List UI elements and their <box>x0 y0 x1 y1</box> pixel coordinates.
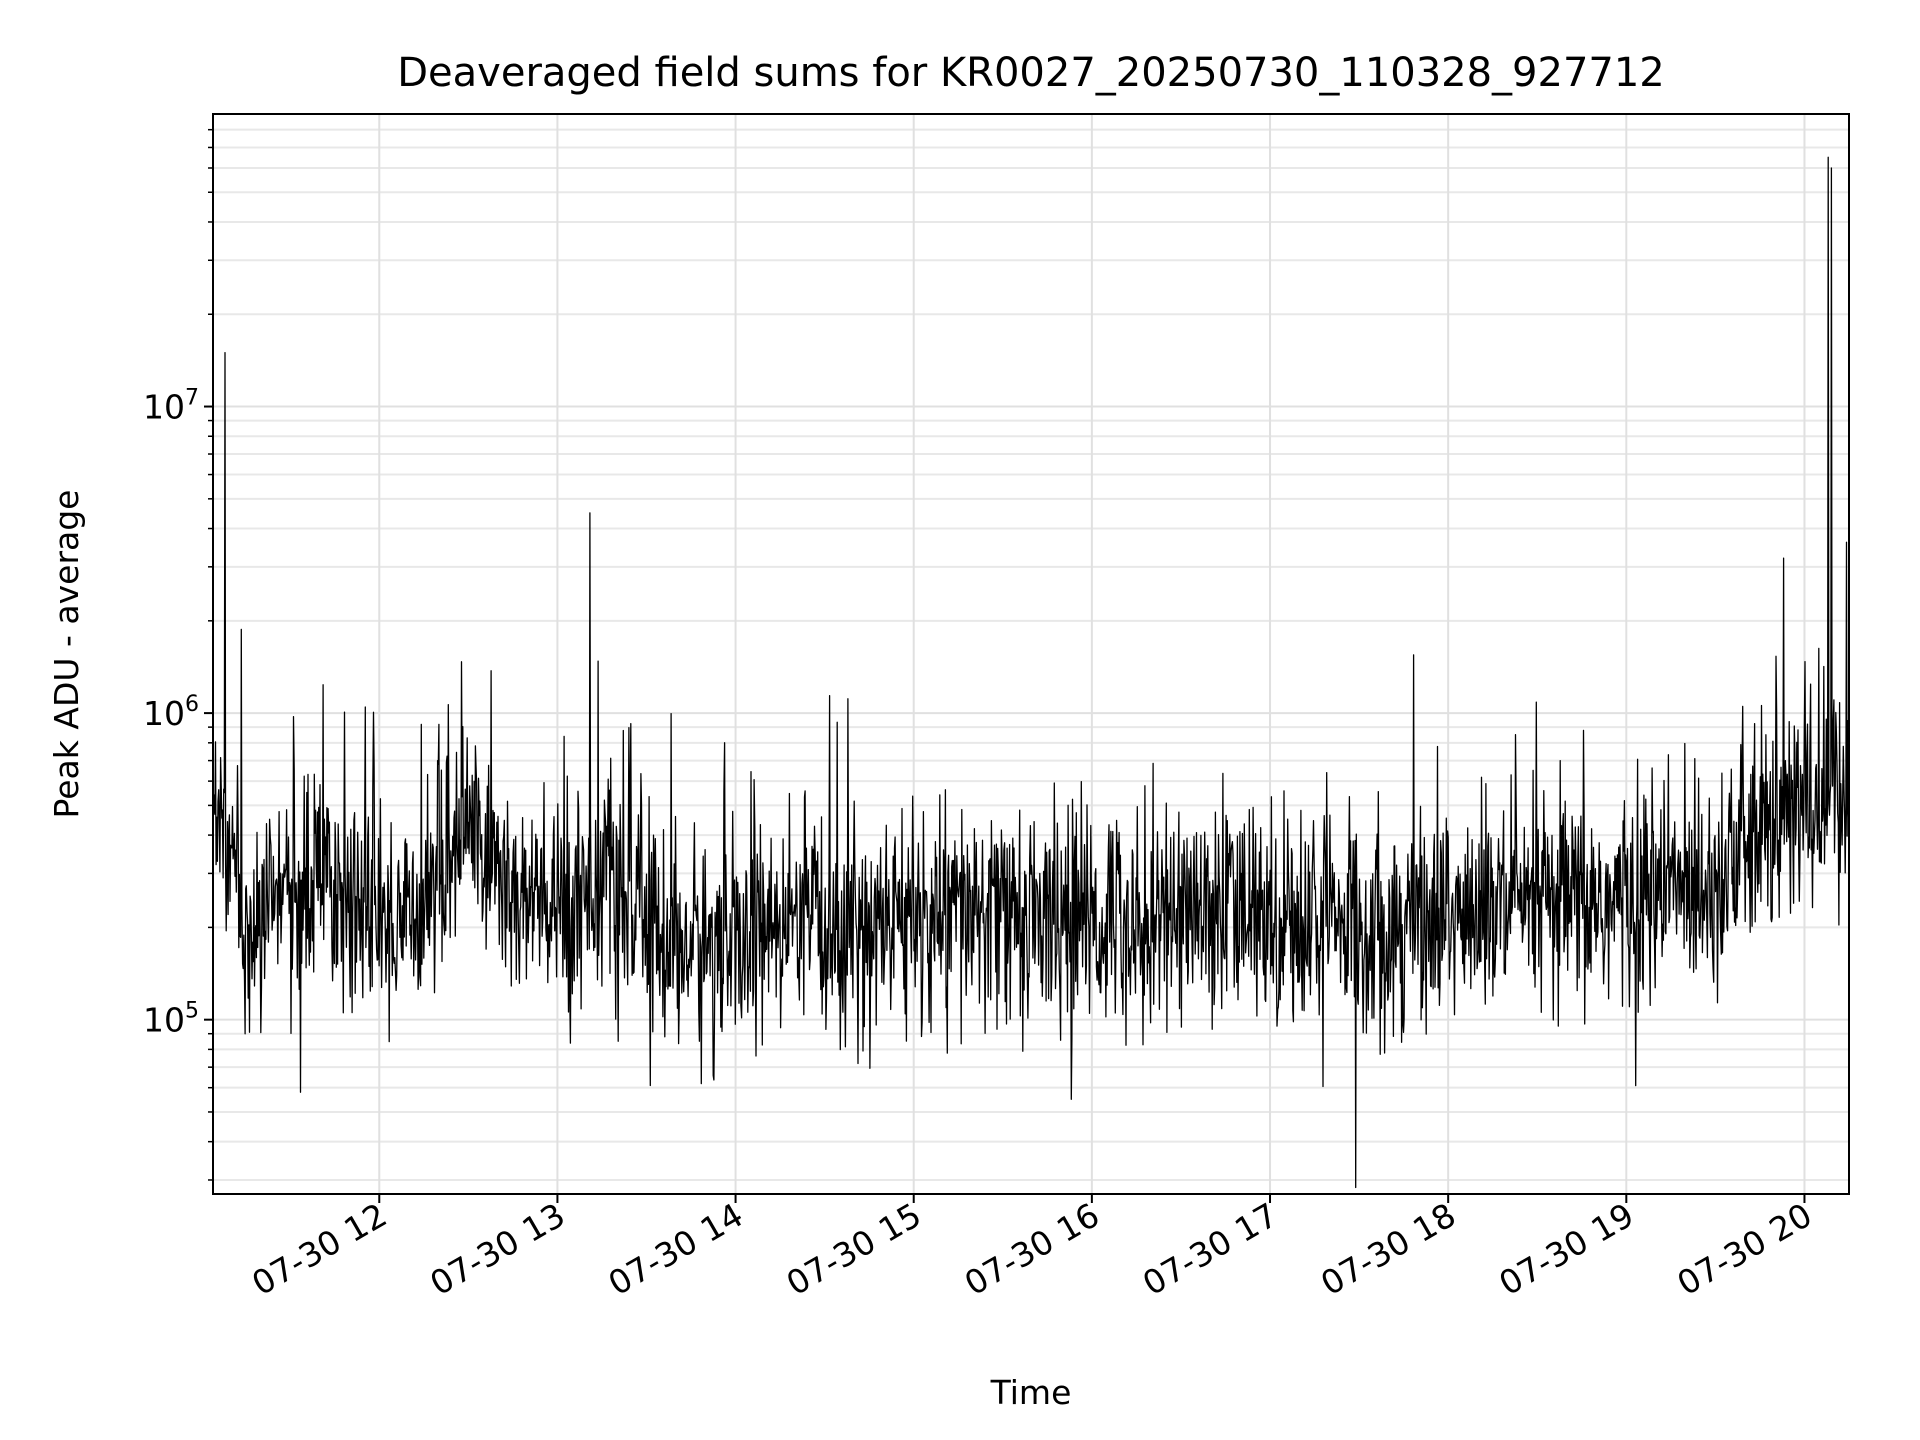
data-point <box>1783 557 1785 559</box>
data-point <box>1358 926 1360 928</box>
chart-title: Deaveraged field sums for KR0027_2025073… <box>397 50 1665 96</box>
data-point <box>690 948 692 950</box>
data-point <box>1714 872 1716 874</box>
data-point <box>1002 914 1004 916</box>
data-point <box>467 818 469 820</box>
y-axis-label: Peak ADU - average <box>47 490 86 819</box>
data-point <box>1625 902 1627 904</box>
data-point <box>601 872 603 874</box>
y-tick-label: 106 <box>143 692 199 733</box>
data-point <box>556 914 558 916</box>
y-tick-exponent: 7 <box>185 386 199 411</box>
y-tick-label: 105 <box>143 999 199 1040</box>
series-layer <box>212 156 1850 1189</box>
series-line <box>212 156 1850 1189</box>
data-point <box>913 920 915 922</box>
plot-frame <box>212 113 1850 1195</box>
y-tick-exponent: 6 <box>185 692 199 717</box>
data-point <box>589 512 591 514</box>
y-tick-label: 107 <box>143 386 199 427</box>
data-point <box>378 926 380 928</box>
y-tick-exponent: 5 <box>185 999 199 1024</box>
data-point <box>1091 920 1093 922</box>
data-point <box>1070 1098 1072 1100</box>
data-point <box>224 352 226 354</box>
data-point <box>1830 167 1832 169</box>
data-point <box>1180 908 1182 910</box>
y-tick-base: 10 <box>143 694 185 733</box>
data-point <box>1447 914 1449 916</box>
data-point <box>289 897 291 899</box>
data-point <box>245 926 247 928</box>
data-point <box>1536 908 1538 910</box>
y-tick-base: 10 <box>143 1001 185 1040</box>
data-point <box>824 926 826 928</box>
data-point <box>1803 804 1805 806</box>
x-axis-label: Time <box>990 1373 1072 1412</box>
data-point <box>645 926 647 928</box>
data-point <box>1269 914 1271 916</box>
data-point <box>334 882 336 884</box>
y-tick-base: 10 <box>143 388 185 427</box>
data-point <box>735 940 737 942</box>
data-point <box>423 897 425 899</box>
data-point <box>1827 156 1829 158</box>
data-point <box>512 897 514 899</box>
